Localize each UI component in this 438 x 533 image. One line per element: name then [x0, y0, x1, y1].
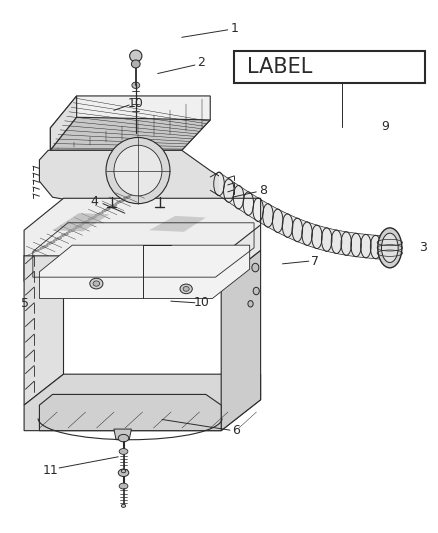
Polygon shape: [24, 374, 261, 431]
Text: 7: 7: [311, 255, 319, 268]
Polygon shape: [24, 225, 64, 405]
Ellipse shape: [180, 284, 192, 294]
Ellipse shape: [132, 82, 140, 88]
Polygon shape: [219, 172, 385, 260]
Text: 1: 1: [230, 22, 238, 35]
Polygon shape: [39, 394, 221, 431]
Ellipse shape: [253, 287, 259, 295]
Polygon shape: [149, 216, 206, 232]
Polygon shape: [24, 198, 261, 256]
Ellipse shape: [119, 449, 128, 454]
Ellipse shape: [252, 263, 259, 272]
Polygon shape: [221, 251, 261, 431]
Text: 6: 6: [233, 424, 240, 437]
Text: 11: 11: [42, 464, 58, 477]
Text: 5: 5: [21, 297, 29, 310]
Text: 2: 2: [198, 56, 205, 69]
FancyBboxPatch shape: [234, 51, 425, 83]
Ellipse shape: [118, 469, 129, 477]
Polygon shape: [39, 245, 250, 298]
Ellipse shape: [90, 278, 103, 289]
Ellipse shape: [93, 281, 99, 286]
Text: 8: 8: [259, 184, 267, 197]
Polygon shape: [53, 213, 110, 231]
Polygon shape: [50, 96, 77, 150]
Ellipse shape: [121, 470, 126, 473]
Polygon shape: [24, 225, 261, 281]
Text: 3: 3: [419, 241, 427, 254]
Ellipse shape: [118, 434, 129, 442]
Text: 10: 10: [194, 296, 209, 309]
Polygon shape: [50, 96, 210, 150]
Ellipse shape: [183, 287, 189, 291]
Ellipse shape: [248, 301, 253, 307]
Ellipse shape: [106, 138, 170, 204]
Text: LABEL: LABEL: [247, 56, 313, 77]
Ellipse shape: [131, 60, 140, 68]
Polygon shape: [50, 117, 210, 150]
Ellipse shape: [381, 233, 398, 263]
Ellipse shape: [114, 146, 162, 196]
Text: 10: 10: [128, 98, 144, 110]
Ellipse shape: [119, 483, 128, 489]
Text: 9: 9: [381, 120, 389, 133]
Text: 4: 4: [90, 195, 98, 208]
Ellipse shape: [378, 228, 402, 268]
Ellipse shape: [121, 504, 126, 507]
Polygon shape: [39, 150, 228, 204]
Polygon shape: [114, 429, 131, 440]
Ellipse shape: [130, 50, 142, 62]
